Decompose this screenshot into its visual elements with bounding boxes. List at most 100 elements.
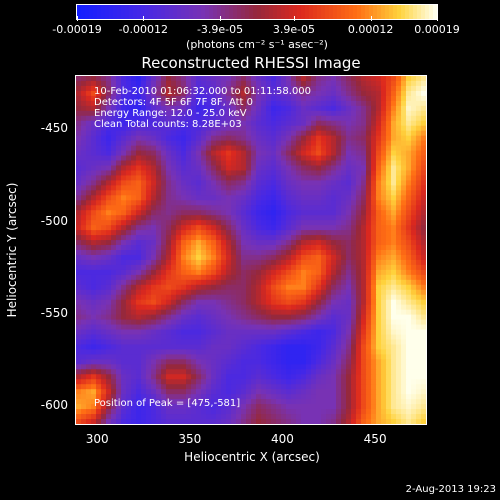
heatmap-cell xyxy=(271,399,277,405)
heatmap-cell xyxy=(286,269,292,276)
heatmap-cell xyxy=(81,254,87,261)
heatmap-cell xyxy=(416,250,422,256)
heatmap-cell xyxy=(216,175,222,181)
heatmap-cell xyxy=(166,374,172,380)
heatmap-cell xyxy=(401,284,407,291)
heatmap-cell xyxy=(151,100,157,107)
heatmap-cell xyxy=(381,95,387,102)
heatmap-cell xyxy=(76,170,82,177)
heatmap-cell xyxy=(406,389,412,395)
heatmap-cell xyxy=(191,324,197,331)
heatmap-cell xyxy=(111,349,117,355)
heatmap-cell xyxy=(301,254,307,261)
heatmap-cell xyxy=(216,279,222,286)
heatmap-cell xyxy=(316,399,322,405)
heatmap-cell xyxy=(151,384,157,390)
heatmap-cell xyxy=(296,404,302,410)
heatmap-cell xyxy=(126,170,132,177)
heatmap-cell xyxy=(131,160,137,167)
heatmap-cell xyxy=(316,384,322,390)
heatmap-cell xyxy=(161,125,167,132)
heatmap-cell xyxy=(276,190,282,196)
heatmap-cell xyxy=(146,115,152,122)
heatmap-cell xyxy=(151,274,157,281)
heatmap-cell xyxy=(216,404,222,410)
heatmap-cell xyxy=(186,329,192,336)
heatmap-cell xyxy=(276,240,282,246)
heatmap-cell xyxy=(186,259,192,266)
heatmap-cell xyxy=(116,389,122,395)
heatmap-cell xyxy=(241,145,247,152)
heatmap-cell xyxy=(321,344,327,351)
heatmap-cell xyxy=(231,170,237,177)
heatmap-cell xyxy=(231,135,237,142)
heatmap-cell xyxy=(141,175,147,181)
heatmap-cell xyxy=(151,105,157,112)
heatmap-cell xyxy=(361,220,367,226)
heatmap-cell xyxy=(281,100,287,107)
heatmap-cell xyxy=(411,120,417,127)
heatmap-cell xyxy=(86,160,92,167)
heatmap-cell xyxy=(296,289,302,296)
heatmap-cell xyxy=(326,304,332,311)
heatmap-cell xyxy=(356,85,362,92)
heatmap-cell xyxy=(76,155,82,162)
heatmap-cell xyxy=(136,90,142,97)
heatmap-cell xyxy=(371,135,377,142)
heatmap-cell xyxy=(106,274,112,281)
heatmap-cell xyxy=(216,165,222,172)
heatmap-cell xyxy=(321,105,327,112)
heatmap-cell xyxy=(111,220,117,226)
heatmap-cell xyxy=(191,354,197,360)
heatmap-cell xyxy=(236,205,242,211)
heatmap-cell xyxy=(131,225,137,231)
heatmap-cell xyxy=(171,284,177,291)
heatmap-cell xyxy=(371,334,377,341)
heatmap-cell xyxy=(111,279,117,286)
heatmap-cell xyxy=(196,334,202,341)
heatmap-cell xyxy=(136,334,142,341)
heatmap-cell xyxy=(126,259,132,266)
heatmap-cell xyxy=(176,344,182,351)
heatmap-cell xyxy=(316,334,322,341)
heatmap-cell xyxy=(346,150,352,157)
heatmap-cell xyxy=(336,115,342,122)
heatmap-cell xyxy=(411,185,417,191)
heatmap-cell xyxy=(191,314,197,321)
heatmap-cell xyxy=(291,105,297,112)
heatmap-cell xyxy=(141,294,147,301)
colorbar-swatch xyxy=(81,5,86,19)
heatmap-cell xyxy=(421,254,426,261)
heatmap-cell xyxy=(281,269,287,276)
heatmap-cell xyxy=(256,379,262,385)
heatmap-cell xyxy=(131,120,137,127)
heatmap-cell xyxy=(316,364,322,370)
heatmap-cell xyxy=(226,165,232,172)
heatmap-cell xyxy=(396,314,402,321)
colorbar-swatch xyxy=(253,5,258,19)
heatmap-cell xyxy=(141,264,147,271)
heatmap-cell xyxy=(326,269,332,276)
heatmap-cell xyxy=(226,180,232,186)
heatmap-cell xyxy=(391,195,397,201)
heatmap-cell xyxy=(296,269,302,276)
heatmap-cell xyxy=(246,165,252,172)
heatmap-cell xyxy=(366,80,372,87)
heatmap-cell xyxy=(421,339,426,346)
heatmap-cell xyxy=(411,190,417,196)
colorbar-swatch xyxy=(157,5,162,19)
heatmap-cell xyxy=(331,359,337,365)
heatmap-cell xyxy=(416,180,422,186)
heatmap-cell xyxy=(306,250,312,256)
heatmap-cell xyxy=(236,274,242,281)
heatmap-cell xyxy=(201,269,207,276)
heatmap-cell xyxy=(126,210,132,216)
heatmap-cell xyxy=(191,250,197,256)
heatmap-cell xyxy=(381,354,387,360)
heatmap-cell xyxy=(356,394,362,400)
heatmap-cell xyxy=(296,235,302,241)
heatmap-cell xyxy=(246,339,252,346)
heatmap-cell xyxy=(371,299,377,306)
heatmap-cell xyxy=(121,160,127,167)
heatmap-cell xyxy=(206,319,212,326)
